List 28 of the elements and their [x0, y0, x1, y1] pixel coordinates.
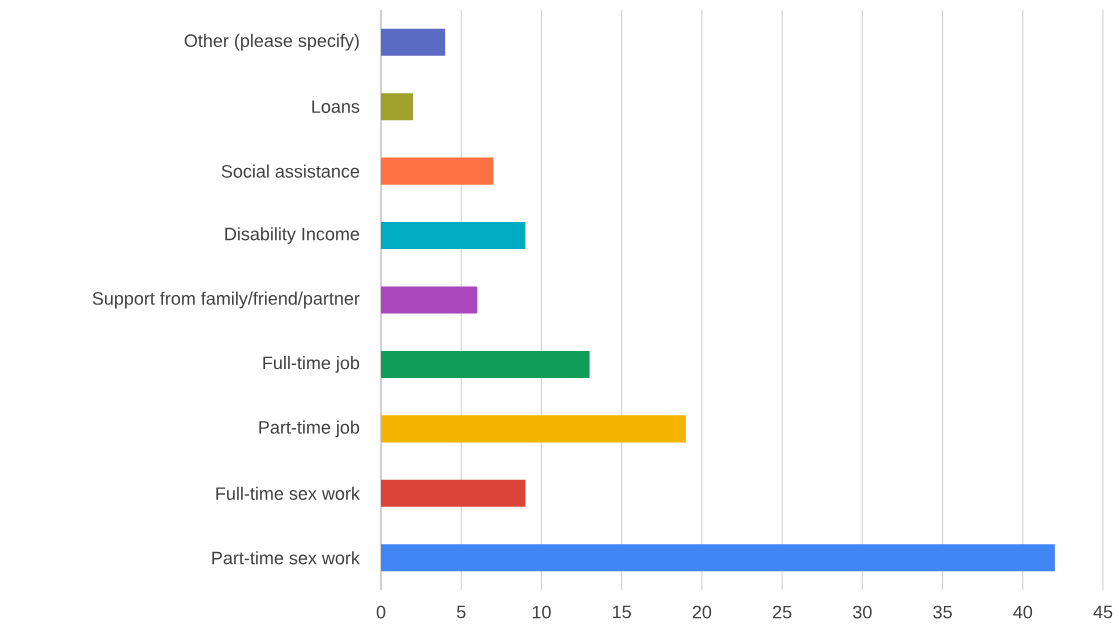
x-tick-label: 45 — [1093, 605, 1113, 619]
y-tick-label: Support from family/friend/partner — [92, 291, 360, 309]
y-tick-label: Social assistance — [221, 164, 360, 178]
y-tick-label: Disability Income — [225, 227, 360, 244]
bar — [381, 222, 526, 250]
y-tick-label: Loans — [312, 100, 360, 113]
x-tick-label: 15 — [613, 605, 631, 619]
x-tick-label: 25 — [773, 605, 792, 619]
x-tick-label: 40 — [1013, 605, 1033, 619]
bar — [381, 157, 494, 185]
bar — [381, 28, 446, 56]
x-tick-label: 10 — [532, 605, 551, 619]
x-tick-label: 5 — [456, 605, 466, 619]
x-tick-label: 20 — [692, 605, 712, 619]
x-tick-label: 30 — [853, 605, 872, 619]
bar — [381, 479, 526, 507]
bar — [381, 93, 414, 121]
x-tick-label: 35 — [933, 605, 952, 619]
bar — [381, 286, 478, 314]
x-tick-label: 0 — [376, 605, 386, 619]
bar — [381, 544, 1055, 572]
bar — [381, 350, 590, 378]
y-tick-label: Full-time sex work — [216, 486, 360, 500]
y-tick-label: Other (please specify) — [184, 33, 359, 51]
y-tick-label: Part-time job — [259, 420, 360, 438]
y-tick-label: Part-time sex work — [212, 551, 360, 565]
y-tick-label: Full-time job — [263, 356, 360, 373]
bar — [381, 415, 686, 443]
